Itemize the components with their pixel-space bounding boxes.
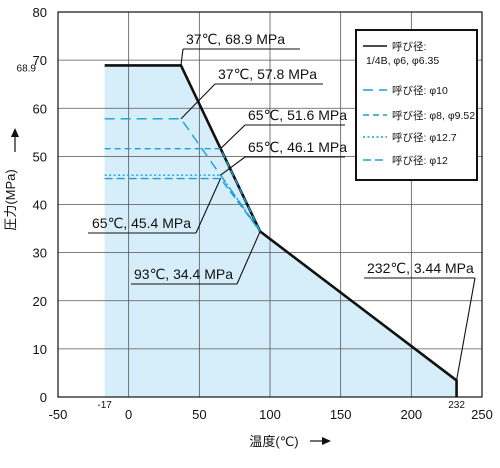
legend-entry: 呼び径: φ10 bbox=[392, 84, 448, 97]
annotation-leader bbox=[456, 277, 476, 381]
annotation-leader bbox=[220, 124, 246, 150]
annotation-label: 65℃, 51.6 MPa bbox=[248, 107, 347, 123]
y-tick-label-extra: 68.9 bbox=[17, 63, 37, 74]
annotation-label: 93℃, 34.4 MPa bbox=[134, 266, 233, 282]
y-tick-label: 40 bbox=[33, 198, 47, 213]
y-tick-label: 50 bbox=[33, 149, 47, 164]
annotation-label: 65℃, 46.1 MPa bbox=[248, 139, 347, 155]
x-tick-label: 0 bbox=[125, 407, 132, 422]
annotation-leader bbox=[236, 231, 261, 285]
x-tick-label: -50 bbox=[49, 407, 68, 422]
y-tick-label: 60 bbox=[33, 101, 47, 116]
x-axis-arrow-head bbox=[322, 437, 331, 445]
annotation-leader bbox=[180, 83, 216, 120]
annotation-label: 232℃, 3.44 MPa bbox=[367, 260, 474, 276]
x-tick-label: 150 bbox=[330, 407, 352, 422]
y-tick-label: 20 bbox=[33, 294, 47, 309]
x-tick-label-extra: 232 bbox=[448, 400, 465, 411]
y-tick-label: 70 bbox=[33, 53, 47, 68]
y-tick-label: 30 bbox=[33, 246, 47, 261]
annotation-leader bbox=[220, 156, 246, 176]
y-tick-label: 0 bbox=[40, 390, 47, 405]
y-axis-arrow-head bbox=[11, 128, 19, 137]
x-tick-label: 100 bbox=[259, 407, 281, 422]
legend-entry: 1/4B, φ6, φ6.35 bbox=[366, 55, 439, 67]
annotation-leader bbox=[180, 48, 184, 66]
x-axis-title: 温度(℃) bbox=[249, 434, 298, 449]
x-tick-label-extra: -17 bbox=[97, 400, 112, 411]
legend-entry: 呼び径: φ12.7 bbox=[392, 131, 457, 144]
x-tick-label: 200 bbox=[400, 407, 422, 422]
annotation-label: 37℃, 68.9 MPa bbox=[186, 31, 285, 47]
y-axis-title: 圧力(MPa) bbox=[3, 169, 18, 230]
y-tick-label: 80 bbox=[33, 5, 47, 20]
annotation-label: 37℃, 57.8 MPa bbox=[218, 66, 317, 82]
annotation-label: 65℃, 45.4 MPa bbox=[92, 215, 191, 231]
plot-frame bbox=[57, 11, 483, 398]
legend-entry: 呼び径: φ12 bbox=[392, 154, 448, 167]
x-tick-label: 50 bbox=[192, 407, 206, 422]
y-tick-label: 10 bbox=[33, 342, 47, 357]
legend-entry: 呼び径: φ8, φ9.52 bbox=[392, 109, 475, 122]
legend-entry: 呼び径: bbox=[392, 40, 426, 53]
legend-box bbox=[355, 29, 478, 181]
series-line-1 bbox=[104, 118, 261, 232]
annotation-leader bbox=[195, 178, 222, 234]
x-tick-label: 250 bbox=[471, 407, 493, 422]
